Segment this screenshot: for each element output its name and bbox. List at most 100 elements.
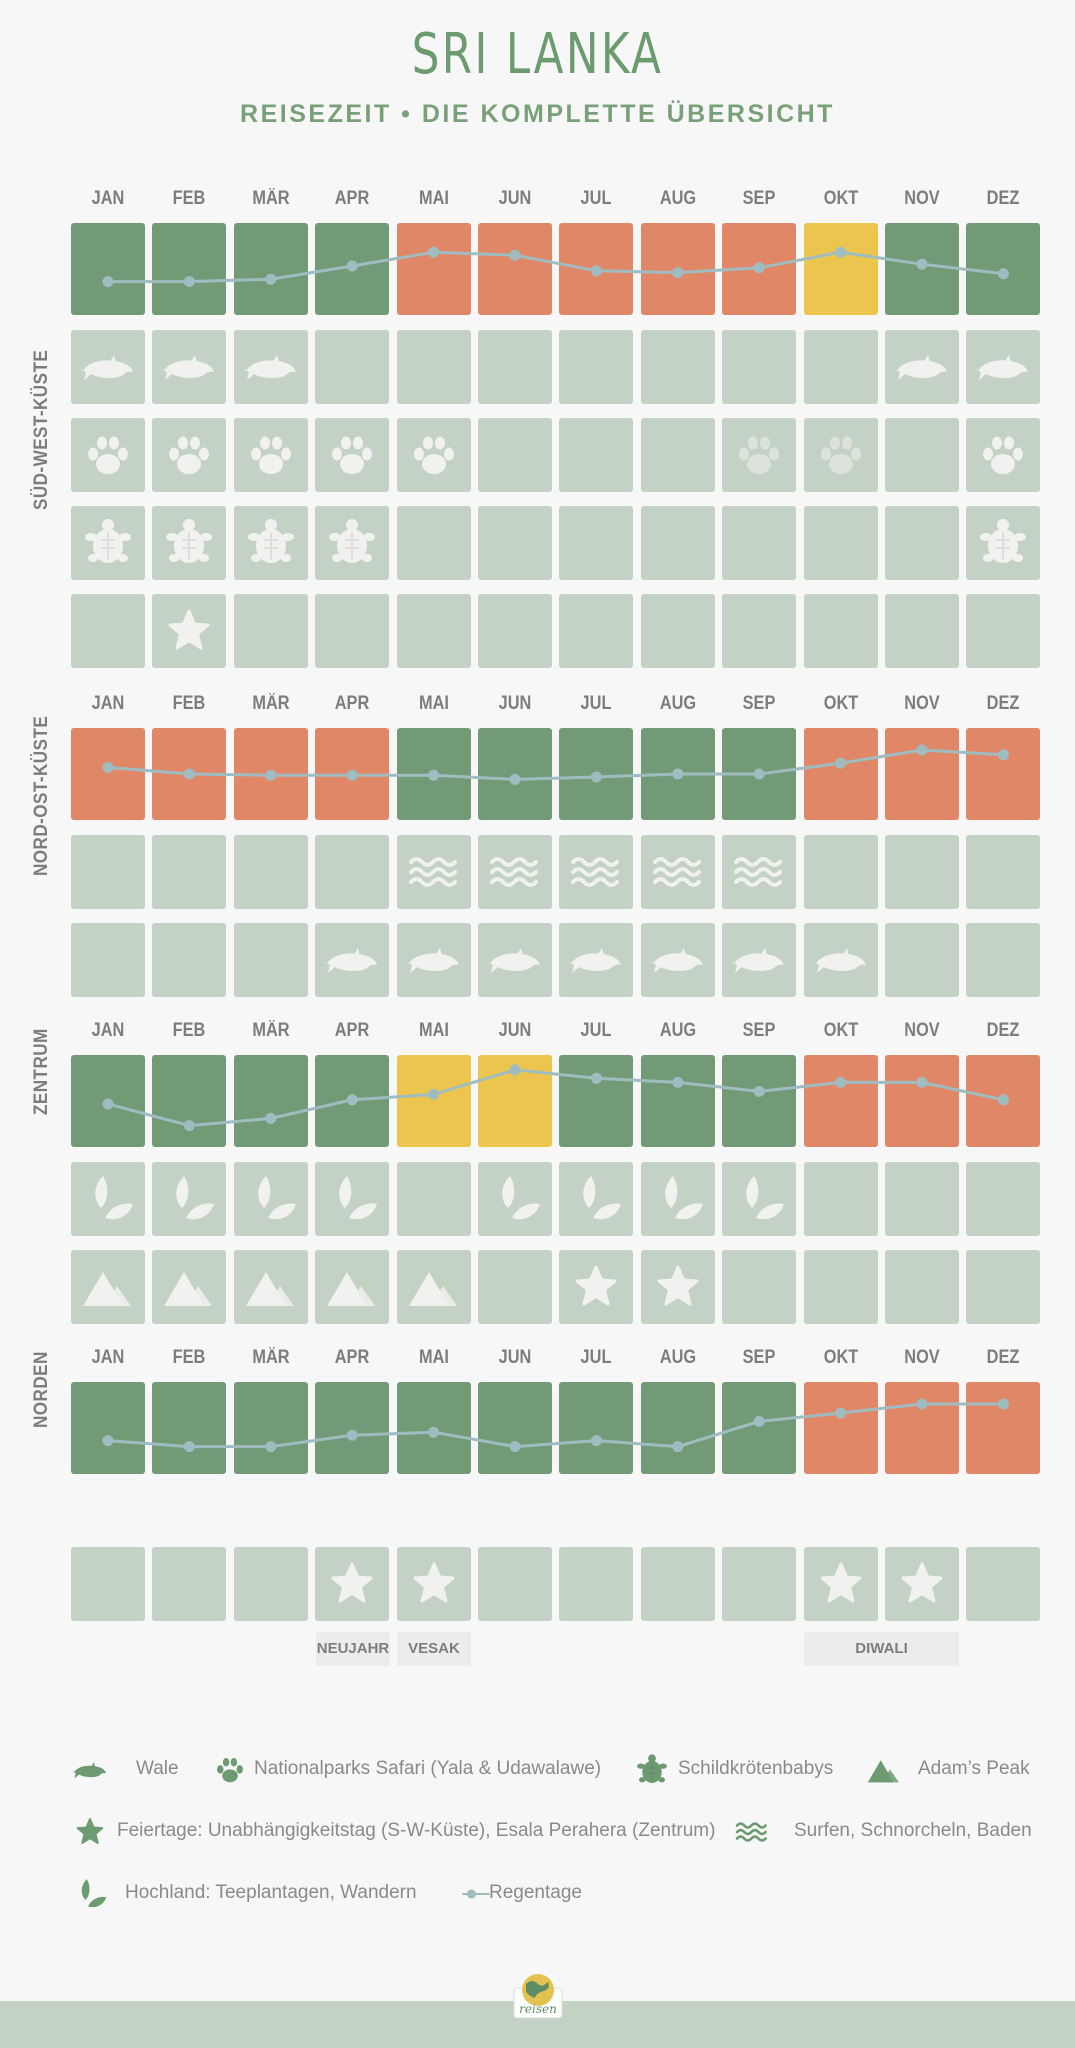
- weather-cell: [71, 1382, 145, 1474]
- activity-cell: [803, 594, 878, 668]
- activity-cell: [71, 594, 145, 668]
- activity-cell: [803, 835, 878, 909]
- activity-cell: [722, 594, 797, 668]
- month-label: JUL: [580, 693, 612, 714]
- rain-point: [753, 262, 765, 274]
- star-icon: [331, 1562, 373, 1603]
- activity-cell: [803, 418, 878, 492]
- mountain-icon: [860, 1746, 908, 1799]
- activity-cell: [396, 330, 471, 404]
- month-label: JUN: [498, 1347, 532, 1368]
- mountain-icon: [245, 1272, 294, 1306]
- activity-cell: [722, 1250, 797, 1324]
- rain-point: [346, 260, 358, 272]
- month-label: MAI: [418, 188, 449, 209]
- activity-cell: [152, 923, 227, 997]
- activity-cell: [559, 594, 634, 668]
- month-label: MÄR: [252, 188, 290, 209]
- whale-icon: [66, 1746, 114, 1799]
- activity-cell: [152, 1250, 227, 1324]
- weather-cell: [152, 1382, 227, 1474]
- rain-point: [916, 258, 928, 270]
- activity-cell: [396, 1547, 471, 1621]
- activity-cell: [559, 506, 634, 580]
- rain-point: [183, 1120, 195, 1132]
- activity-cell: [315, 1250, 390, 1324]
- rain-point: [916, 1076, 928, 1088]
- rain-point: [672, 768, 684, 780]
- rain-line: [108, 250, 1004, 284]
- activity-cell: [233, 835, 308, 909]
- activity-cell: [885, 418, 959, 492]
- weather-cell: [233, 1055, 308, 1147]
- leaf-icon: [258, 1176, 296, 1220]
- waves-icon: [734, 857, 783, 887]
- rain-point: [346, 1094, 358, 1106]
- rain-point: [997, 749, 1009, 761]
- activity-cell: [640, 330, 715, 404]
- month-label: DEZ: [987, 693, 1020, 714]
- rain-point: [997, 1398, 1009, 1410]
- activity-cell: [152, 1547, 227, 1621]
- activity-cell: [396, 418, 471, 492]
- activity-cell: [803, 506, 878, 580]
- activity-cell: [559, 1162, 634, 1236]
- month-label: DEZ: [987, 1020, 1020, 1041]
- activity-cell: [315, 506, 390, 580]
- activity-cell: [478, 594, 552, 668]
- month-label: MÄR: [252, 1347, 290, 1368]
- activity-cell: [315, 594, 390, 668]
- month-label: FEB: [173, 1347, 206, 1368]
- rain-point: [346, 769, 358, 781]
- month-label: APR: [334, 1020, 370, 1041]
- activity-cell: [233, 923, 308, 997]
- weather-cell: [640, 1055, 715, 1147]
- mountain-icon: [164, 1272, 213, 1306]
- activity-cell: [71, 506, 145, 580]
- weather-cell: [966, 728, 1041, 820]
- turtle-icon: [980, 519, 1027, 563]
- activity-cell: [315, 923, 390, 997]
- month-label: JAN: [91, 1020, 125, 1041]
- month-label: JUL: [580, 1347, 612, 1368]
- weather-cell: [803, 728, 878, 820]
- rain-point: [590, 1072, 602, 1084]
- weather-cell: [722, 1055, 797, 1147]
- activity-cell: [233, 330, 308, 404]
- activity-cell: [640, 594, 715, 668]
- rain-point: [428, 1426, 440, 1438]
- legend-label: Hochland: Teeplantagen, Wandern: [125, 1882, 417, 1903]
- whale-icon: [567, 948, 622, 973]
- weather-cell: [803, 1055, 878, 1147]
- paw-icon: [332, 436, 373, 474]
- paw-icon: [983, 436, 1024, 474]
- activity-cell: [966, 1250, 1041, 1324]
- rain-point: [672, 1076, 684, 1088]
- waves-icon: [728, 1808, 776, 1861]
- activity-cell: [966, 330, 1041, 404]
- activity-cell: [966, 835, 1041, 909]
- activity-cell: [559, 1547, 634, 1621]
- site-logo[interactable]: reisen: [512, 1972, 564, 2020]
- month-label: APR: [334, 188, 370, 209]
- activity-cell: [885, 1250, 959, 1324]
- rain-point: [916, 1398, 928, 1410]
- activity-cell: [722, 1162, 797, 1236]
- rain-point: [102, 1435, 114, 1447]
- star-icon: [66, 1808, 114, 1861]
- rain-point: [590, 771, 602, 783]
- activity-cell: [478, 1547, 552, 1621]
- weather-cell: [152, 223, 227, 315]
- paw-icon: [88, 436, 128, 474]
- rain-line: [107, 1402, 1004, 1449]
- whale-icon: [730, 948, 785, 973]
- activity-cell: [152, 1162, 227, 1236]
- month-label: MÄR: [252, 693, 290, 714]
- month-label: JUL: [580, 188, 612, 209]
- rain-point: [183, 1441, 195, 1453]
- whale-icon: [486, 948, 540, 973]
- activity-cell: [396, 1250, 471, 1324]
- paw-icon: [206, 1746, 254, 1799]
- mountain-icon: [83, 1272, 131, 1306]
